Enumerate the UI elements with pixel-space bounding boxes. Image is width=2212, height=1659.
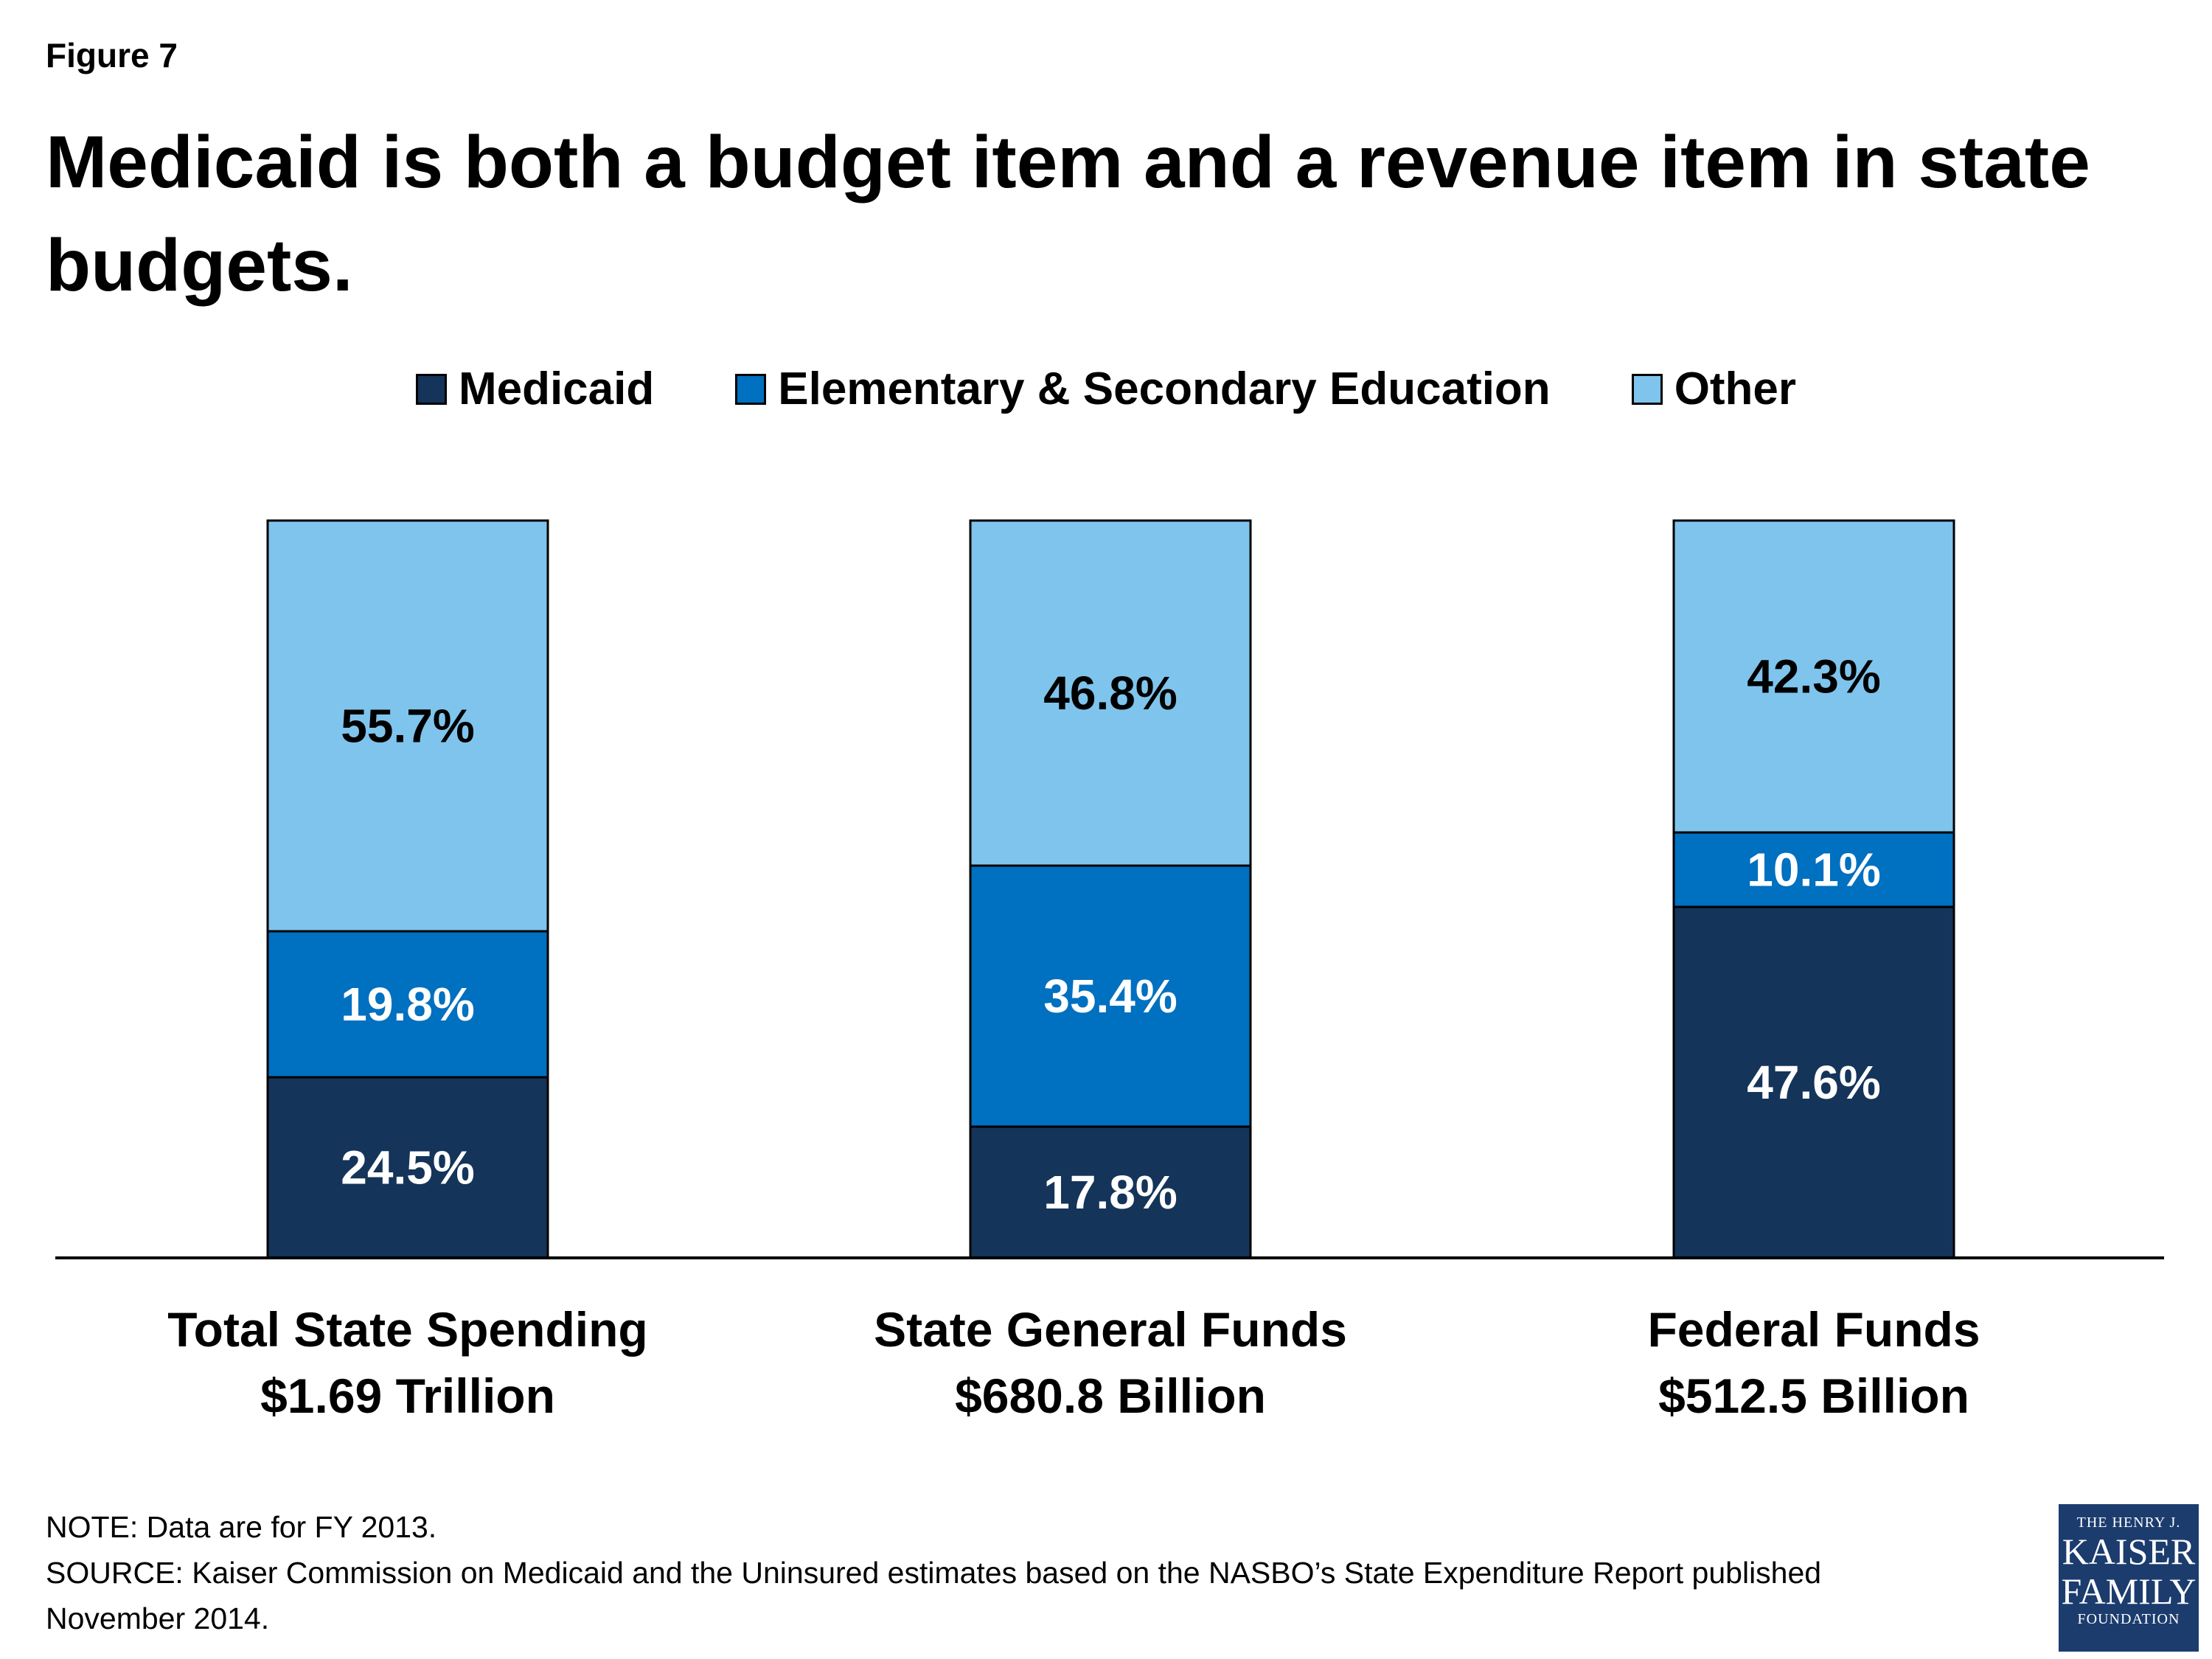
legend-item-other: Other [1631, 363, 1797, 415]
kaiser-family-foundation-logo: THE HENRY J. KAISER FAMILY FOUNDATION [2059, 1504, 2199, 1652]
category-amount-total-state-spending: $1.69 Trillion [260, 1368, 555, 1423]
chart-title-line-2: budgets. [46, 224, 353, 307]
legend-item-education: Elementary & Secondary Education [735, 363, 1551, 415]
data-label-total-state-spending-education: 19.8% [341, 978, 474, 1031]
data-label-federal-funds-education: 10.1% [1747, 844, 1880, 897]
legend-label-other: Other [1674, 364, 1797, 414]
legend-label-education: Elementary & Secondary Education [778, 364, 1551, 414]
logo-line-4: FOUNDATION [2077, 1611, 2180, 1627]
chart-title-line-1: Medicaid is both a budget item and a rev… [46, 121, 2090, 204]
footnote: NOTE: Data are for FY 2013. SOURCE: Kais… [46, 1504, 2037, 1641]
bar-segment-state-general-funds-other [969, 519, 1252, 867]
bar-segment-federal-funds-education [1672, 831, 1955, 908]
category-label-total-state-spending: Total State Spending [167, 1302, 647, 1357]
data-label-federal-funds-other: 42.3% [1747, 650, 1880, 703]
category-amount-federal-funds: $512.5 Billion [1658, 1368, 1969, 1423]
legend-swatch-education [735, 373, 767, 405]
figure-label: Figure 7 [46, 36, 178, 74]
bar-segment-total-state-spending-education [266, 930, 549, 1079]
logo-line-1: THE HENRY J. [2076, 1514, 2181, 1531]
source-text-line-1: SOURCE: Kaiser Commission on Medicaid an… [46, 1556, 1822, 1590]
bar-segment-total-state-spending-other [266, 519, 549, 933]
data-label-total-state-spending-other: 55.7% [341, 700, 474, 753]
note-text: NOTE: Data are for FY 2013. [46, 1510, 437, 1544]
bar-segment-total-state-spending-medicaid [266, 1076, 549, 1259]
logo-line-2: KAISER [2062, 1531, 2196, 1572]
category-amount-state-general-funds: $680.8 Billion [955, 1368, 1266, 1423]
logo-line-3: FAMILY [2061, 1571, 2197, 1612]
category-label-federal-funds: Federal Funds [1647, 1302, 1980, 1357]
bar-segment-federal-funds-medicaid [1672, 905, 1955, 1259]
legend-swatch-medicaid [415, 373, 447, 405]
category-label-state-general-funds: State General Funds [874, 1302, 1347, 1357]
bar-segment-federal-funds-other [1672, 519, 1955, 834]
legend-label-medicaid: Medicaid [458, 364, 655, 414]
source-text-line-2: November 2014. [46, 1601, 270, 1635]
data-label-total-state-spending-medicaid: 24.5% [341, 1141, 474, 1194]
legend-swatch-other [1631, 373, 1663, 405]
bar-segment-state-general-funds-education [969, 864, 1252, 1128]
bar-segment-state-general-funds-medicaid [969, 1125, 1252, 1259]
chart-title: Medicaid is both a budget item and a rev… [46, 111, 2184, 317]
data-label-state-general-funds-medicaid: 17.8% [1043, 1166, 1177, 1219]
chart-legend: Medicaid Elementary & Secondary Educatio… [0, 363, 2212, 415]
data-label-federal-funds-medicaid: 47.6% [1747, 1056, 1880, 1109]
legend-item-medicaid: Medicaid [415, 363, 655, 415]
data-label-state-general-funds-education: 35.4% [1043, 970, 1177, 1023]
data-label-state-general-funds-other: 46.8% [1043, 667, 1177, 720]
